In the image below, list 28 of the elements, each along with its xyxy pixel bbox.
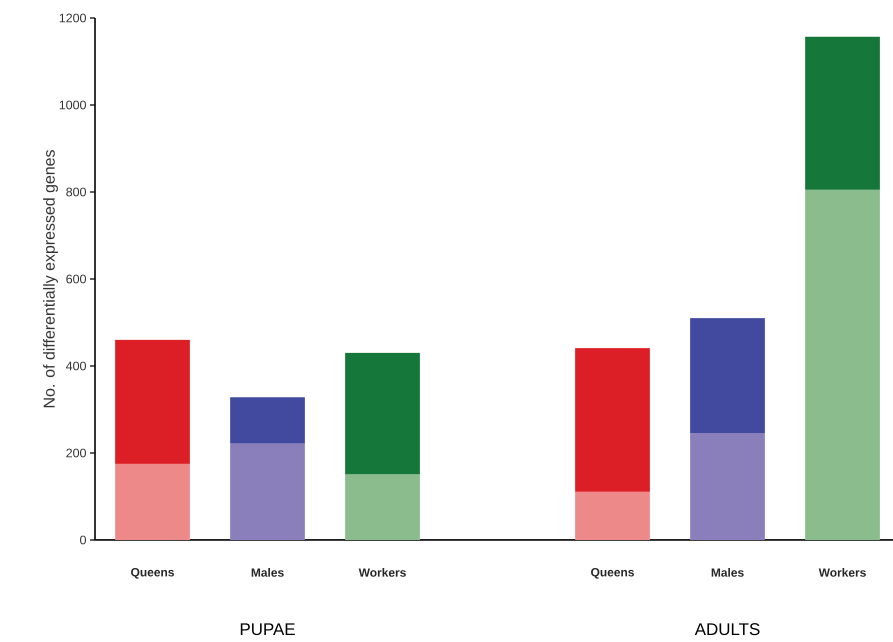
- y-tick-label: 600: [66, 274, 86, 284]
- y-tick-label: 800: [66, 188, 86, 196]
- x-tick-label: Males: [712, 568, 744, 577]
- bar: [575, 348, 650, 492]
- bar: [230, 443, 305, 540]
- text: ADULTS: [694, 623, 760, 636]
- bar: [115, 340, 190, 464]
- y-tick-label: 0: [80, 536, 86, 544]
- bar: [690, 318, 765, 433]
- text: PUPAE: [240, 623, 295, 636]
- y-axis-title: No. of differentially expressed genes: [43, 150, 58, 408]
- x-tick-label: Queens: [591, 568, 634, 579]
- x-tick-label: Workers: [358, 568, 406, 577]
- y-tick-label: 1000: [60, 100, 86, 110]
- y-tick-label: 200: [66, 448, 86, 458]
- x-tick-label: Males: [252, 568, 284, 577]
- bar: [115, 464, 190, 540]
- x-tick-label: Queens: [131, 568, 174, 579]
- bar: [575, 492, 650, 540]
- y-tick-label: 400: [66, 362, 86, 370]
- bar: [230, 397, 305, 444]
- bar: [805, 36, 880, 190]
- bar: [345, 352, 420, 474]
- x-tick-label: Workers: [818, 568, 866, 577]
- bar: [345, 474, 420, 540]
- y-tick-label: 1200: [60, 14, 86, 22]
- bar: [690, 432, 765, 540]
- bar: [805, 190, 880, 540]
